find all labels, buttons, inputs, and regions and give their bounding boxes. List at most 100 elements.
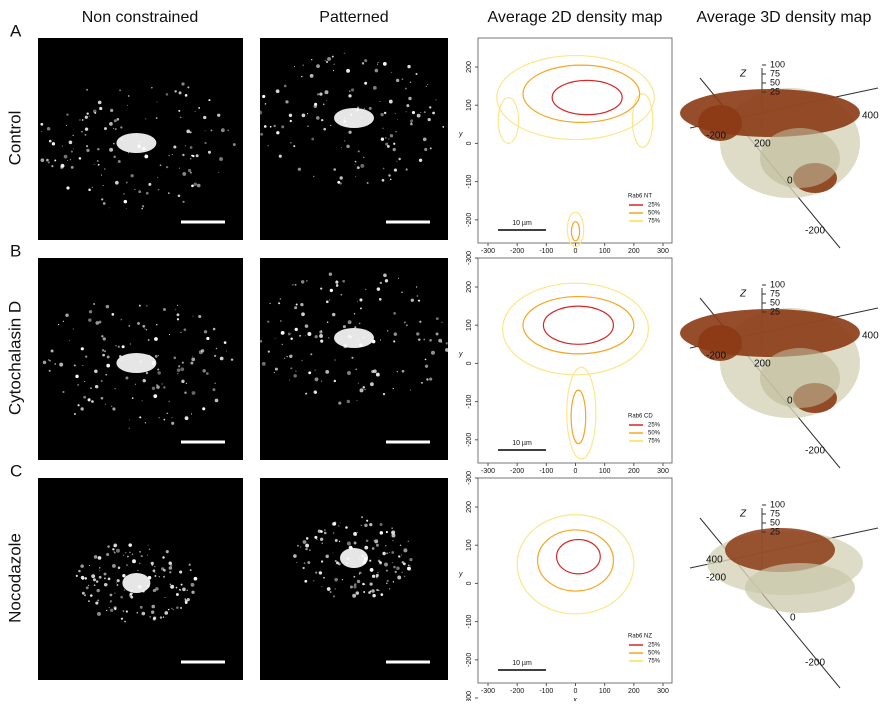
y-tick-label: -100 (466, 174, 473, 188)
speckle (386, 582, 388, 584)
speckle (344, 140, 345, 141)
axis-tick-label: -200 (706, 131, 726, 142)
speckle (219, 157, 223, 161)
speckle (182, 362, 184, 364)
legend-label: 75% (648, 659, 661, 665)
speckle (428, 118, 431, 121)
speckle (295, 328, 298, 331)
speckle (114, 119, 117, 122)
speckle (357, 400, 358, 401)
speckle (48, 161, 50, 163)
speckle (186, 383, 187, 384)
speckle (329, 299, 330, 300)
speckle (88, 600, 90, 602)
speckle (97, 599, 99, 601)
speckle (383, 393, 385, 395)
speckle (358, 150, 360, 152)
speckle (338, 402, 341, 405)
column-header: Patterned (319, 9, 388, 26)
speckle (90, 594, 93, 597)
speckle (146, 329, 147, 330)
speckle (408, 565, 409, 566)
speckle (141, 555, 143, 557)
panel-letter: C (10, 461, 22, 480)
speckle (62, 391, 64, 393)
speckle (81, 131, 82, 132)
speckle (187, 86, 189, 88)
speckle (302, 65, 303, 66)
speckle (172, 154, 173, 155)
speckle (134, 189, 135, 190)
speckle (369, 560, 371, 562)
speckle (93, 303, 95, 305)
speckle (310, 74, 314, 78)
speckle (392, 562, 393, 563)
speckle (393, 388, 394, 389)
speckle (402, 78, 404, 80)
speckle (126, 182, 128, 184)
speckle (423, 138, 427, 142)
speckle (387, 330, 388, 331)
speckle (128, 325, 130, 327)
speckle (176, 593, 179, 596)
speckle (103, 185, 104, 186)
speckle (369, 523, 372, 526)
axis-tick-label: 0 (787, 176, 793, 187)
speckle (208, 151, 211, 154)
speckle (354, 164, 355, 165)
legend-label: 25% (648, 203, 661, 209)
speckle (125, 376, 128, 379)
speckle (376, 544, 379, 547)
x-tick-label: 100 (599, 248, 611, 255)
speckle (98, 164, 100, 166)
speckle (380, 531, 383, 534)
speckle (362, 62, 364, 64)
speckle (406, 168, 408, 170)
speckle (79, 119, 80, 120)
x-tick-label: 200 (628, 248, 640, 255)
speckle (136, 612, 138, 614)
speckle (279, 155, 282, 158)
speckle (284, 85, 287, 88)
speckle (295, 284, 297, 286)
speckle (293, 145, 295, 147)
speckle (423, 339, 425, 341)
speckle (424, 111, 426, 113)
speckle (342, 280, 345, 283)
x-tick-label: 300 (657, 248, 669, 255)
speckle (91, 400, 94, 403)
speckle (170, 584, 171, 585)
speckle (188, 169, 191, 172)
speckle (194, 183, 198, 187)
speckle (400, 545, 401, 546)
speckle (153, 394, 157, 398)
speckle (327, 57, 331, 61)
speckle (269, 303, 270, 304)
speckle (416, 332, 419, 335)
speckle (404, 576, 405, 577)
speckle (436, 333, 439, 336)
speckle (441, 342, 442, 343)
speckle (129, 552, 131, 554)
speckle (319, 92, 322, 95)
speckle (74, 413, 76, 415)
speckle (73, 149, 74, 150)
density-surface (760, 128, 840, 188)
speckle (386, 531, 388, 533)
speckle (159, 576, 160, 577)
y-axis-label: y (458, 351, 463, 358)
speckle (348, 94, 351, 97)
speckle (192, 356, 193, 357)
speckle (94, 555, 98, 559)
speckle (305, 324, 309, 328)
speckle (311, 138, 314, 141)
speckle (315, 572, 317, 574)
speckle (117, 118, 120, 121)
speckle (297, 545, 299, 547)
speckle (132, 593, 133, 594)
speckle (380, 593, 383, 596)
speckle (442, 126, 444, 128)
speckle (218, 172, 219, 173)
speckle (314, 390, 317, 393)
speckle (339, 176, 342, 179)
